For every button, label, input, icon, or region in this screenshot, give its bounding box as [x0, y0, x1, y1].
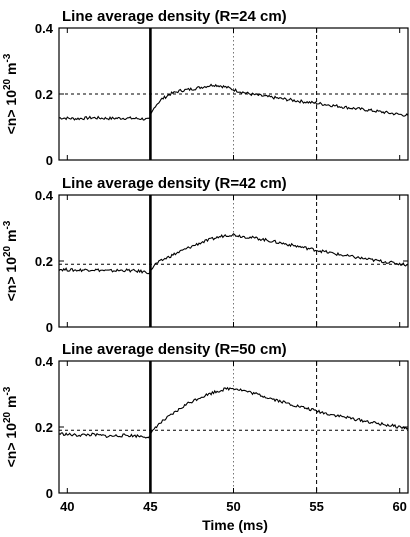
y-label-exponent: 20 [2, 245, 13, 257]
x-axis-label: Time (ms) [202, 517, 268, 533]
y-label-unit-exponent: -3 [2, 220, 13, 229]
y-label-unit-exponent: -3 [2, 53, 13, 62]
data-line [58, 386, 409, 439]
y-tick-label: 0.4 [35, 188, 54, 203]
y-axis-label: <n> 1020 m-3 [2, 53, 19, 134]
y-label-unit: m [3, 396, 19, 412]
chart-title: Line average density (R=42 cm) [62, 175, 287, 192]
y-tick-label: 0.2 [35, 420, 53, 435]
y-tick-label: 0.2 [35, 254, 53, 269]
y-tick-label: 0 [46, 486, 53, 501]
data-line [58, 83, 409, 121]
x-tick-label: 45 [143, 499, 157, 514]
y-label-unit: m [3, 63, 19, 79]
y-label-text: <n> 10 [3, 90, 19, 135]
chart-panel-2: Line average density (R=42 cm) 0 0.2 0.4 <n>… [2, 175, 409, 335]
x-tick-label: 40 [60, 499, 74, 514]
panels: Line average density (R=24 cm) 0 0.2 0.4 <n>… [2, 8, 409, 514]
y-axis-label: <n> 1020 m-3 [2, 220, 19, 301]
y-tick-label: 0.2 [35, 87, 53, 102]
chart-title: Line average density (R=24 cm) [62, 8, 287, 25]
data-line [58, 233, 409, 275]
y-label-text: <n> 10 [3, 423, 19, 468]
y-tick-label: 0 [46, 153, 53, 168]
x-tick-label: 55 [309, 499, 323, 514]
y-label-exponent: 20 [2, 411, 13, 423]
x-tick-label: 60 [392, 499, 406, 514]
y-tick-label: 0.4 [35, 21, 54, 36]
chart-panel-3: Line average density (R=50 cm) 0 0.2 0.4 40 4… [2, 341, 409, 514]
y-label-unit-exponent: -3 [2, 386, 13, 395]
y-label-unit: m [3, 230, 19, 246]
chart-title: Line average density (R=50 cm) [62, 341, 287, 358]
y-label-exponent: 20 [2, 78, 13, 90]
x-tick-label: 50 [226, 499, 240, 514]
y-label-text: <n> 10 [3, 257, 19, 302]
y-axis-label: <n> 1020 m-3 [2, 386, 19, 467]
y-tick-label: 0.4 [35, 354, 54, 369]
y-tick-label: 0 [46, 320, 53, 335]
chart-panel-1: Line average density (R=24 cm) 0 0.2 0.4 <n>… [2, 8, 409, 168]
